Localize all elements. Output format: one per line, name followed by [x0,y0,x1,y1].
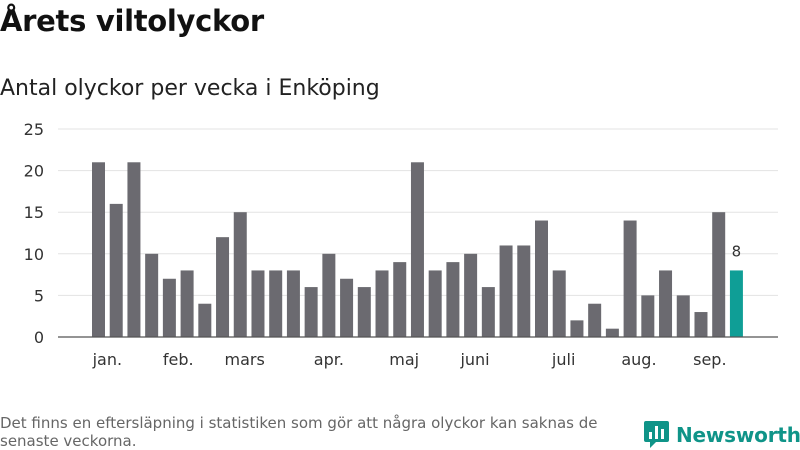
bar [712,212,726,337]
bars [92,162,743,337]
brand-name: Newsworthy [676,422,800,447]
bar [251,270,265,337]
bar [623,220,637,337]
highlighted-bar [729,270,743,337]
bar [216,237,230,337]
bar [517,245,531,337]
x-tick-label: aug. [621,350,656,369]
bar-chart: 0 5 10 15 20 25 jan. feb. mars apr. maj juni juli au… [24,120,778,369]
bar [322,253,336,337]
bar [393,262,407,337]
bar [340,278,354,337]
footnote: Det finns en eftersläpning i statistiken… [0,414,598,450]
bar [92,162,105,337]
bar [588,303,602,337]
bar [464,253,478,337]
x-axis-tick-labels: jan. feb. mars apr. maj juni juli aug. sep. [92,350,727,369]
bar [535,220,548,337]
x-tick-label: juli [551,350,575,369]
bar [446,262,460,337]
y-axis-tick-labels: 0 5 10 15 20 25 [24,120,44,347]
bar [127,162,141,337]
x-tick-label: jan. [92,350,122,369]
bar [659,270,673,337]
y-tick-label: 5 [34,286,44,305]
bar [162,278,176,337]
bar [145,253,159,337]
bar [676,295,690,337]
y-tick-label: 0 [34,328,44,347]
bar [605,328,619,337]
newsworthy-logo-icon [644,421,669,448]
bar [357,287,371,337]
bar [410,162,424,337]
bar [428,270,442,337]
y-tick-label: 25 [24,120,44,139]
bar [694,312,708,337]
brand-logo[interactable]: Newsworthy [644,420,800,449]
y-tick-label: 15 [24,203,44,222]
x-tick-label: sep. [693,350,726,369]
bar [499,245,513,337]
bar [641,295,655,337]
bar [552,270,566,337]
x-tick-label: juni [459,350,489,369]
y-tick-label: 20 [24,162,44,181]
bar [269,270,283,337]
bar [180,270,194,337]
bar [375,270,389,337]
chart-title: Årets viltolyckor [0,4,264,38]
bar [233,212,247,337]
x-tick-label: feb. [163,350,194,369]
annotations: 8 [732,242,742,260]
bar [570,320,584,337]
x-tick-label: apr. [314,350,344,369]
bar [304,287,318,337]
chart-subtitle: Antal olyckor per vecka i Enköping [0,76,380,101]
x-tick-label: maj [389,350,419,369]
y-tick-label: 10 [24,245,44,264]
bar [109,203,123,337]
bar [286,270,300,337]
highlight-value-label: 8 [732,242,742,260]
bar [481,287,495,337]
bar [198,303,212,337]
x-tick-label: mars [225,350,265,369]
